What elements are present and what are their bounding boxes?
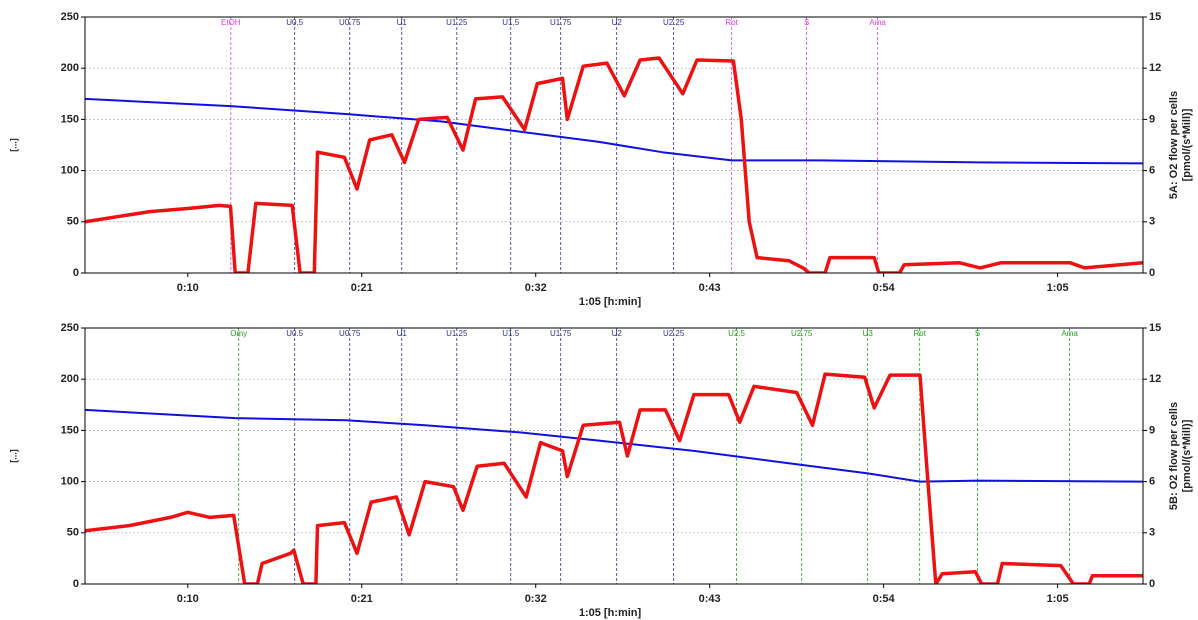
- chart: 0 50 100 150 200 250 0 3 6 9 12 15 0:10 0:21 0:32 0:43 0…: [8, 11, 1193, 308]
- event-label: U0.5: [286, 18, 303, 27]
- event-label: U2.25: [663, 329, 685, 338]
- event-label: U2.25: [663, 18, 685, 27]
- event-label: Ama: [1061, 329, 1078, 338]
- y2-axis-title: [pmol/(s*Mill)]: [1181, 108, 1193, 181]
- y2-tick-label: 3: [1149, 527, 1155, 539]
- event-label: U1.25: [446, 329, 468, 338]
- y-tick-label: 250: [61, 11, 79, 23]
- event-label: U3: [863, 329, 874, 338]
- y2-tick-label: 0: [1149, 578, 1155, 590]
- y-tick-label: 150: [61, 113, 79, 125]
- event-label: U2: [612, 329, 623, 338]
- y2-tick-label: 15: [1149, 11, 1161, 23]
- x-tick-label: 1:05: [1047, 282, 1069, 294]
- event-label: U2: [612, 18, 623, 27]
- x-tick-label: 1:05: [1047, 593, 1069, 605]
- event-label: Rot: [725, 18, 738, 27]
- series-line: [85, 408, 1143, 483]
- x-tick-label: 0:54: [873, 593, 896, 605]
- y-tick-label: 100: [61, 165, 79, 177]
- y2-axis-title: [pmol/(s*Mill)]: [1181, 419, 1193, 492]
- y-tick-label: 200: [61, 62, 79, 74]
- y-tick-label: 50: [67, 527, 79, 539]
- y-axis-title: [...]: [8, 138, 18, 152]
- y2-axis-title: 5A: O2 flow per cells: [1168, 91, 1180, 199]
- x-tick-label: 0:10: [177, 593, 199, 605]
- event-label: U1.75: [550, 329, 572, 338]
- x-axis-title: 1:05 [h:min]: [579, 296, 642, 308]
- event-label: S: [975, 329, 980, 338]
- y-tick-label: 100: [61, 476, 79, 488]
- event-label: U2.5: [728, 329, 745, 338]
- x-tick-label: 0:43: [699, 282, 721, 294]
- y2-tick-label: 0: [1149, 267, 1155, 279]
- y2-tick-label: 3: [1149, 216, 1155, 228]
- event-label: S: [804, 18, 809, 27]
- y2-tick-label: 9: [1149, 424, 1155, 436]
- chart: 0 50 100 150 200 250 0 3 6 9 12 15 0:10 0:21 0:32 0:43 0…: [8, 322, 1193, 619]
- x-tick-label: 0:43: [699, 593, 721, 605]
- y2-tick-label: 6: [1149, 476, 1155, 488]
- y2-tick-label: 6: [1149, 165, 1155, 177]
- x-tick-label: 0:32: [525, 282, 547, 294]
- event-label: EtOH: [221, 18, 241, 27]
- event-label: Omy: [230, 329, 247, 338]
- y-tick-label: 250: [61, 322, 79, 334]
- x-tick-label: 0:32: [525, 593, 547, 605]
- series-line: [85, 97, 1143, 165]
- plot-frame: [84, 16, 1144, 274]
- event-label: U1: [397, 329, 408, 338]
- event-label: U0.75: [339, 329, 361, 338]
- series-line: [85, 56, 1143, 273]
- y2-tick-label: 15: [1149, 322, 1161, 334]
- y-axis-title: [...]: [8, 449, 18, 463]
- y-tick-label: 150: [61, 424, 79, 436]
- event-label: Rot: [913, 329, 926, 338]
- plot-frame: [84, 327, 1144, 585]
- event-label: U0.75: [339, 18, 361, 27]
- x-tick-label: 0:54: [873, 282, 896, 294]
- y2-tick-label: 12: [1149, 373, 1161, 385]
- x-tick-label: 0:21: [351, 282, 373, 294]
- x-axis-title: 1:05 [h:min]: [579, 607, 642, 619]
- series-line: [85, 372, 1143, 584]
- y-tick-label: 50: [67, 216, 79, 228]
- y2-tick-label: 12: [1149, 62, 1161, 74]
- event-label: U1.5: [502, 18, 519, 27]
- y-tick-label: 0: [73, 267, 79, 279]
- event-label: U0.5: [286, 329, 303, 338]
- event-label: U1: [397, 18, 408, 27]
- x-tick-label: 0:21: [351, 593, 373, 605]
- event-label: Ama: [869, 18, 886, 27]
- event-label: U2.75: [791, 329, 813, 338]
- y2-tick-label: 9: [1149, 113, 1155, 125]
- y-tick-label: 0: [73, 578, 79, 590]
- event-label: U1.5: [502, 329, 519, 338]
- event-label: U1.25: [446, 18, 468, 27]
- event-label: U1.75: [550, 18, 572, 27]
- y-tick-label: 200: [61, 373, 79, 385]
- y2-axis-title: 5B: O2 flow per cells: [1168, 402, 1180, 510]
- x-tick-label: 0:10: [177, 282, 199, 294]
